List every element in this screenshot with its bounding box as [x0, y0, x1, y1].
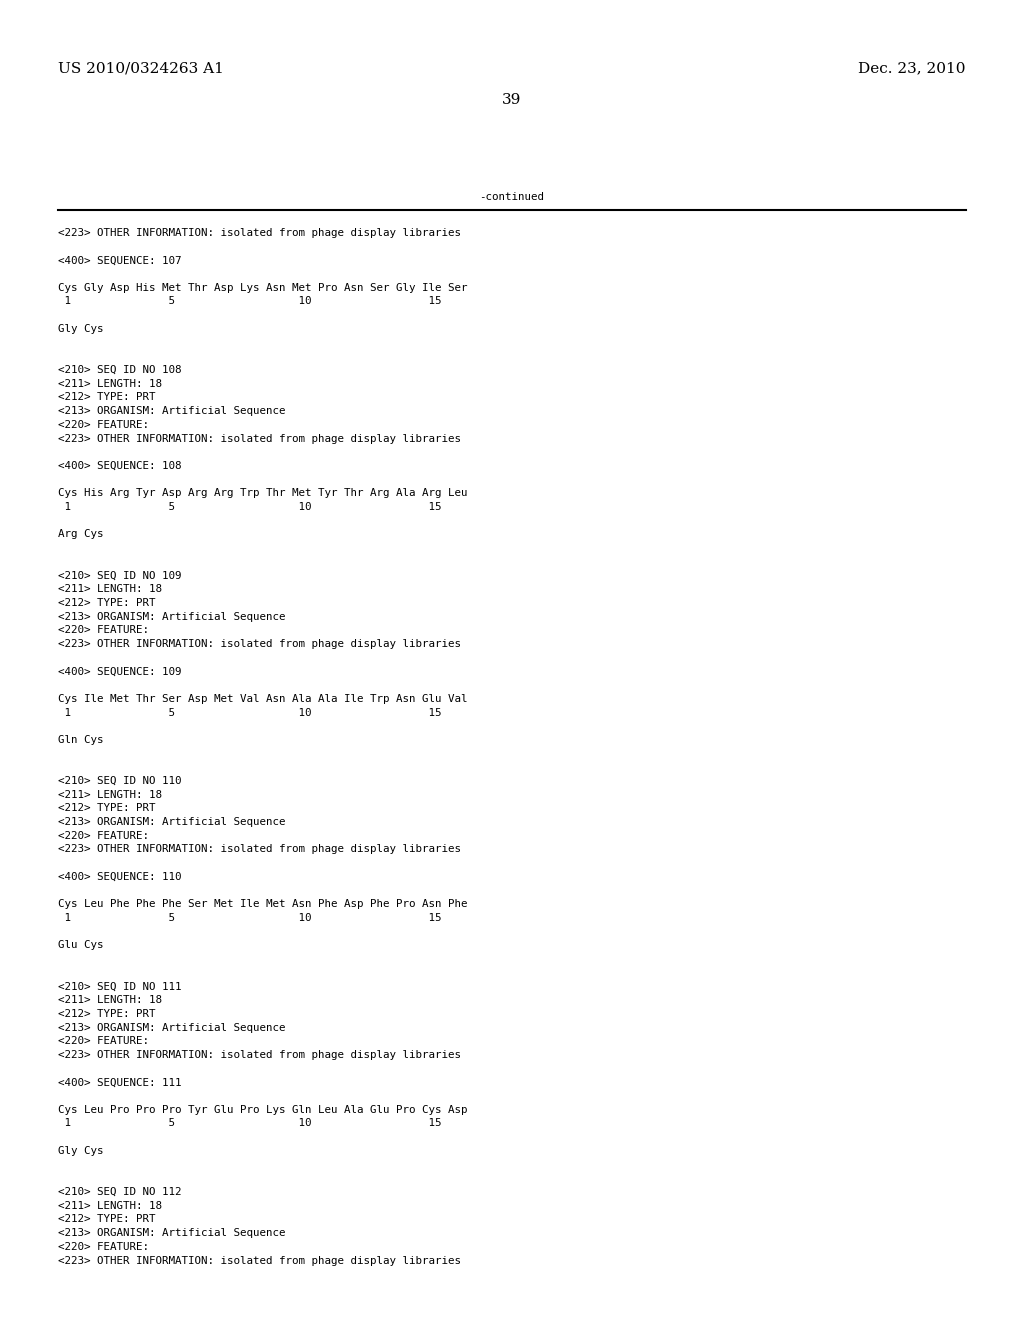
Text: <400> SEQUENCE: 110: <400> SEQUENCE: 110 — [58, 873, 181, 882]
Text: Gln Cys: Gln Cys — [58, 735, 103, 744]
Text: 1               5                   10                  15: 1 5 10 15 — [58, 708, 441, 718]
Text: <212> TYPE: PRT: <212> TYPE: PRT — [58, 1214, 156, 1225]
Text: <210> SEQ ID NO 108: <210> SEQ ID NO 108 — [58, 366, 181, 375]
Text: <213> ORGANISM: Artificial Sequence: <213> ORGANISM: Artificial Sequence — [58, 1228, 286, 1238]
Text: <223> OTHER INFORMATION: isolated from phage display libraries: <223> OTHER INFORMATION: isolated from p… — [58, 1255, 461, 1266]
Text: 1               5                   10                  15: 1 5 10 15 — [58, 913, 441, 923]
Text: 1               5                   10                  15: 1 5 10 15 — [58, 297, 441, 306]
Text: <210> SEQ ID NO 112: <210> SEQ ID NO 112 — [58, 1187, 181, 1197]
Text: <400> SEQUENCE: 109: <400> SEQUENCE: 109 — [58, 667, 181, 676]
Text: Cys Leu Pro Pro Pro Tyr Glu Pro Lys Gln Leu Ala Glu Pro Cys Asp: Cys Leu Pro Pro Pro Tyr Glu Pro Lys Gln … — [58, 1105, 468, 1115]
Text: <211> LENGTH: 18: <211> LENGTH: 18 — [58, 1201, 162, 1210]
Text: <210> SEQ ID NO 110: <210> SEQ ID NO 110 — [58, 776, 181, 785]
Text: <210> SEQ ID NO 111: <210> SEQ ID NO 111 — [58, 982, 181, 991]
Text: <211> LENGTH: 18: <211> LENGTH: 18 — [58, 995, 162, 1006]
Text: <213> ORGANISM: Artificial Sequence: <213> ORGANISM: Artificial Sequence — [58, 611, 286, 622]
Text: Cys Ile Met Thr Ser Asp Met Val Asn Ala Ala Ile Trp Asn Glu Val: Cys Ile Met Thr Ser Asp Met Val Asn Ala … — [58, 694, 468, 704]
Text: <220> FEATURE:: <220> FEATURE: — [58, 626, 150, 635]
Text: <213> ORGANISM: Artificial Sequence: <213> ORGANISM: Artificial Sequence — [58, 1023, 286, 1032]
Text: <223> OTHER INFORMATION: isolated from phage display libraries: <223> OTHER INFORMATION: isolated from p… — [58, 433, 461, 444]
Text: <211> LENGTH: 18: <211> LENGTH: 18 — [58, 585, 162, 594]
Text: Cys Leu Phe Phe Phe Ser Met Ile Met Asn Phe Asp Phe Pro Asn Phe: Cys Leu Phe Phe Phe Ser Met Ile Met Asn … — [58, 899, 468, 909]
Text: Gly Cys: Gly Cys — [58, 1146, 103, 1156]
Text: <223> OTHER INFORMATION: isolated from phage display libraries: <223> OTHER INFORMATION: isolated from p… — [58, 228, 461, 238]
Text: Arg Cys: Arg Cys — [58, 529, 103, 540]
Text: <400> SEQUENCE: 108: <400> SEQUENCE: 108 — [58, 461, 181, 471]
Text: Dec. 23, 2010: Dec. 23, 2010 — [858, 61, 966, 75]
Text: <210> SEQ ID NO 109: <210> SEQ ID NO 109 — [58, 570, 181, 581]
Text: <220> FEATURE:: <220> FEATURE: — [58, 1036, 150, 1047]
Text: <400> SEQUENCE: 107: <400> SEQUENCE: 107 — [58, 255, 181, 265]
Text: Cys Gly Asp His Met Thr Asp Lys Asn Met Pro Asn Ser Gly Ile Ser: Cys Gly Asp His Met Thr Asp Lys Asn Met … — [58, 282, 468, 293]
Text: <212> TYPE: PRT: <212> TYPE: PRT — [58, 392, 156, 403]
Text: 1               5                   10                  15: 1 5 10 15 — [58, 1118, 441, 1129]
Text: <211> LENGTH: 18: <211> LENGTH: 18 — [58, 789, 162, 800]
Text: Glu Cys: Glu Cys — [58, 940, 103, 950]
Text: <400> SEQUENCE: 111: <400> SEQUENCE: 111 — [58, 1077, 181, 1088]
Text: <223> OTHER INFORMATION: isolated from phage display libraries: <223> OTHER INFORMATION: isolated from p… — [58, 845, 461, 854]
Text: -continued: -continued — [479, 191, 545, 202]
Text: <213> ORGANISM: Artificial Sequence: <213> ORGANISM: Artificial Sequence — [58, 817, 286, 828]
Text: <213> ORGANISM: Artificial Sequence: <213> ORGANISM: Artificial Sequence — [58, 407, 286, 416]
Text: <212> TYPE: PRT: <212> TYPE: PRT — [58, 598, 156, 609]
Text: <220> FEATURE:: <220> FEATURE: — [58, 830, 150, 841]
Text: US 2010/0324263 A1: US 2010/0324263 A1 — [58, 61, 224, 75]
Text: 1               5                   10                  15: 1 5 10 15 — [58, 502, 441, 512]
Text: <211> LENGTH: 18: <211> LENGTH: 18 — [58, 379, 162, 388]
Text: 39: 39 — [503, 92, 521, 107]
Text: <220> FEATURE:: <220> FEATURE: — [58, 1242, 150, 1251]
Text: <212> TYPE: PRT: <212> TYPE: PRT — [58, 1008, 156, 1019]
Text: Gly Cys: Gly Cys — [58, 323, 103, 334]
Text: <223> OTHER INFORMATION: isolated from phage display libraries: <223> OTHER INFORMATION: isolated from p… — [58, 639, 461, 649]
Text: <220> FEATURE:: <220> FEATURE: — [58, 420, 150, 430]
Text: Cys His Arg Tyr Asp Arg Arg Trp Thr Met Tyr Thr Arg Ala Arg Leu: Cys His Arg Tyr Asp Arg Arg Trp Thr Met … — [58, 488, 468, 498]
Text: <212> TYPE: PRT: <212> TYPE: PRT — [58, 804, 156, 813]
Text: <223> OTHER INFORMATION: isolated from phage display libraries: <223> OTHER INFORMATION: isolated from p… — [58, 1049, 461, 1060]
